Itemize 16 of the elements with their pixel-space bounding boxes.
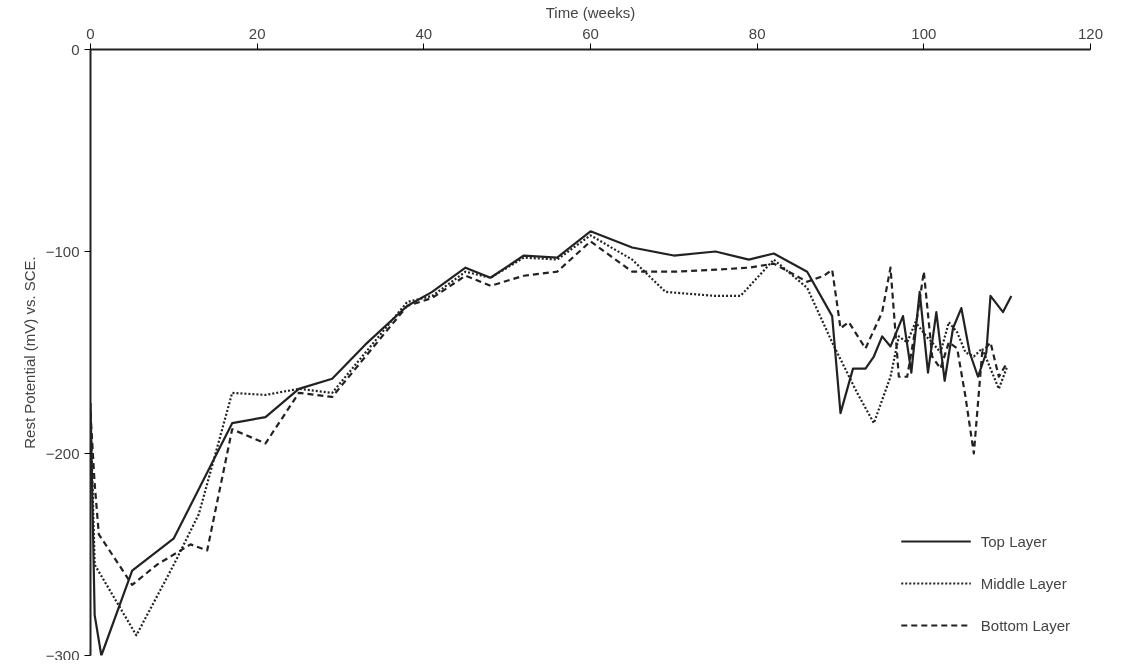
x-axis-title: Time (weeks) [545, 3, 636, 21]
legend-label: Middle Layer [980, 574, 1067, 592]
x-tick-label: 0 [86, 24, 95, 42]
x-tick-label: 100 [911, 24, 937, 42]
x-tick-label: 40 [415, 24, 433, 42]
y-tick-label: 0 [71, 40, 80, 58]
y-tick-label: −100 [45, 242, 80, 260]
x-tick-label: 60 [582, 24, 599, 42]
y-tick-label: −200 [45, 444, 80, 462]
y-axis-title: Rest Potential (mV) vs. SCE. [20, 256, 38, 449]
legend-label: Top Layer [980, 532, 1047, 550]
x-tick-label: 80 [748, 24, 766, 42]
x-tick-label: 20 [248, 24, 266, 42]
y-tick-label: −300 [45, 646, 80, 664]
legend-label: Bottom Layer [980, 616, 1070, 634]
x-tick-label: 120 [1077, 24, 1104, 42]
